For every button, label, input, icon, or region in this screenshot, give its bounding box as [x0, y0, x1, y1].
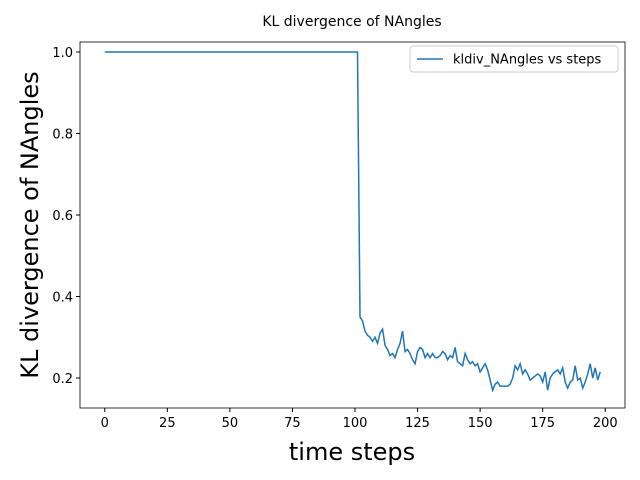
x-tick-label: 100: [343, 416, 368, 431]
x-axis-label: time steps: [289, 438, 415, 466]
x-tick-label: 50: [222, 416, 239, 431]
legend-label: kldiv_NAngles vs steps: [453, 53, 602, 68]
y-tick-label: 0.4: [52, 291, 73, 306]
x-tick-label: 25: [159, 416, 176, 431]
y-axis-label: KL divergence of NAngles: [16, 71, 44, 378]
y-tick-label: 1.0: [52, 46, 73, 61]
x-tick-label: 175: [530, 416, 555, 431]
chart-title: KL divergence of NAngles: [262, 14, 441, 30]
x-tick-label: 75: [284, 416, 301, 431]
y-tick-label: 0.8: [52, 127, 73, 142]
x-tick-label: 200: [593, 416, 618, 431]
x-tick-label: 0: [101, 416, 109, 431]
legend-box: [409, 45, 619, 73]
x-tick-label: 150: [468, 416, 493, 431]
axes-frame: [79, 41, 626, 409]
y-tick-label: 0.6: [52, 209, 73, 224]
data-line: [104, 51, 601, 393]
x-tick-label: 125: [405, 416, 430, 431]
y-tick-label: 0.2: [52, 372, 73, 387]
